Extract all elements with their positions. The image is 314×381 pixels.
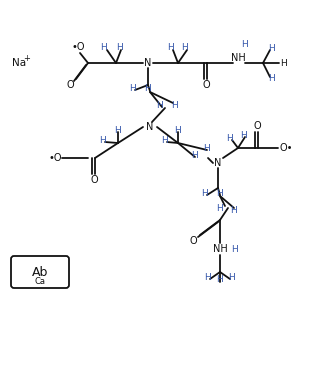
Text: H: H (203, 144, 210, 152)
Text: H: H (172, 101, 178, 109)
Text: O: O (189, 236, 197, 246)
Text: Ab: Ab (32, 266, 48, 280)
Text: H: H (241, 131, 247, 139)
Text: H: H (130, 83, 136, 93)
Text: H: H (232, 245, 238, 253)
Text: N: N (214, 158, 222, 168)
Text: O: O (90, 175, 98, 185)
Text: H: H (230, 205, 237, 215)
Text: Na: Na (12, 58, 26, 68)
Text: O: O (253, 121, 261, 131)
Text: •O: •O (71, 42, 85, 52)
Text: H: H (229, 272, 236, 282)
Text: H: H (227, 133, 233, 142)
FancyBboxPatch shape (11, 256, 69, 288)
Text: H: H (116, 43, 123, 51)
Text: +: + (24, 53, 30, 62)
Text: H: H (217, 275, 223, 285)
Text: H: H (157, 101, 163, 109)
Text: H: H (175, 125, 181, 134)
Text: H: H (268, 74, 275, 83)
Text: H: H (162, 136, 168, 144)
Text: O•: O• (280, 143, 294, 153)
Text: N: N (146, 122, 154, 132)
Text: NH: NH (230, 53, 245, 63)
Text: H: H (145, 83, 151, 93)
Text: H: H (168, 43, 174, 51)
Text: NH: NH (213, 244, 227, 254)
Text: Ca: Ca (35, 277, 46, 285)
Text: H: H (242, 40, 248, 48)
Text: O: O (202, 80, 210, 90)
Text: •O: •O (48, 153, 62, 163)
Text: H: H (202, 189, 208, 197)
Text: N: N (144, 58, 152, 68)
Text: H: H (217, 189, 223, 197)
Text: H: H (100, 43, 107, 51)
Text: H: H (192, 150, 198, 160)
Text: H: H (115, 125, 122, 134)
Text: H: H (217, 203, 223, 213)
Text: H: H (281, 59, 287, 67)
Text: H: H (181, 43, 188, 51)
Text: O: O (66, 80, 74, 90)
Text: H: H (268, 43, 275, 53)
Text: H: H (205, 272, 211, 282)
Text: H: H (100, 136, 106, 144)
